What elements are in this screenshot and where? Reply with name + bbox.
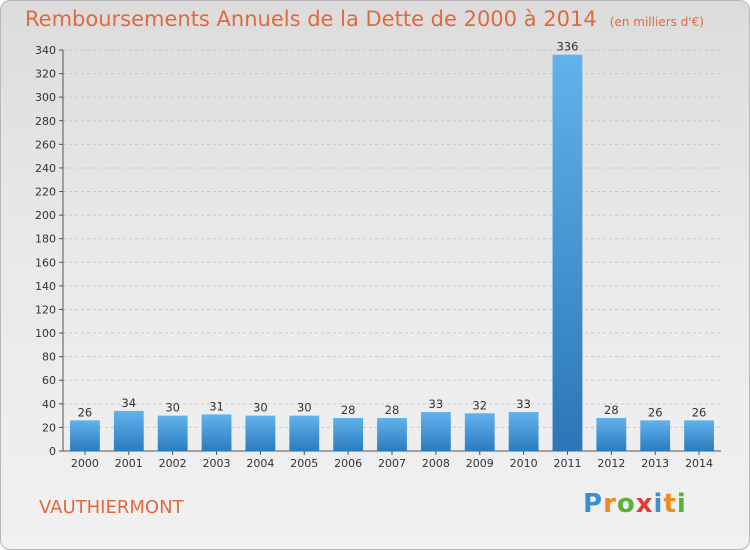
y-tick-label: 100 [35, 327, 56, 340]
y-tick-label: 140 [35, 280, 56, 293]
x-tick-label: 2011 [553, 457, 581, 470]
bar [552, 54, 583, 451]
commune-name: VAUTHIERMONT [39, 497, 184, 518]
x-tick-label: 2009 [466, 457, 494, 470]
bar-value-label: 28 [385, 403, 400, 417]
bar [70, 420, 100, 451]
y-tick-label: 0 [49, 445, 56, 458]
bar [289, 415, 320, 451]
bar-value-label: 30 [165, 401, 180, 415]
y-tick-label: 60 [42, 374, 56, 387]
bar-value-label: 30 [253, 401, 268, 415]
y-tick-label: 160 [35, 256, 56, 269]
bar-value-label: 26 [78, 405, 93, 419]
bar [333, 417, 364, 451]
bar [420, 412, 451, 451]
bar [596, 417, 627, 451]
title-row: Remboursements Annuels de la Dette de 20… [25, 7, 704, 31]
y-tick-label: 320 [35, 68, 56, 81]
brand-letter: P [583, 489, 604, 519]
y-tick-label: 280 [35, 115, 56, 128]
x-tick-label: 2005 [290, 457, 318, 470]
y-tick-label: 120 [35, 303, 56, 316]
y-tick-label: 300 [35, 91, 56, 104]
x-tick-label: 2010 [510, 457, 538, 470]
y-tick-label: 340 [35, 44, 56, 57]
y-tick-label: 240 [35, 162, 56, 175]
x-tick-label: 2008 [422, 457, 450, 470]
chart-title: Remboursements Annuels de la Dette de 20… [25, 7, 597, 31]
brand-letter: i [653, 489, 664, 519]
bar-value-label: 32 [472, 398, 487, 412]
brand-letter: r [603, 489, 617, 519]
bar [464, 413, 495, 451]
y-tick-label: 220 [35, 186, 56, 199]
proxiti-logo: Proxiti [583, 489, 687, 519]
y-tick-label: 260 [35, 138, 56, 151]
x-tick-label: 2003 [203, 457, 231, 470]
bar-value-label: 33 [429, 397, 444, 411]
x-tick-label: 2001 [115, 457, 143, 470]
x-tick-label: 2002 [159, 457, 187, 470]
bar [377, 417, 407, 451]
brand-letter: o [616, 489, 636, 519]
y-tick-label: 200 [35, 209, 56, 222]
bar [640, 420, 671, 451]
brand-letter: i [676, 489, 687, 519]
bar [684, 420, 714, 451]
x-tick-label: 2013 [641, 457, 669, 470]
bar-value-label: 26 [648, 405, 663, 419]
bar [508, 412, 539, 451]
x-tick-label: 2004 [246, 457, 274, 470]
bar [201, 414, 232, 451]
bar-value-label: 31 [209, 399, 224, 413]
brand-letter: x [635, 489, 654, 519]
y-tick-label: 40 [42, 398, 56, 411]
bar [245, 415, 276, 451]
bar-value-label: 34 [121, 396, 136, 410]
bar-value-label: 28 [341, 403, 356, 417]
bar-value-label: 336 [556, 40, 578, 54]
bar-value-label: 33 [516, 397, 531, 411]
y-tick-label: 80 [42, 351, 56, 364]
x-tick-label: 2006 [334, 457, 362, 470]
bar [157, 415, 188, 451]
bar-value-label: 28 [604, 403, 619, 417]
y-tick-label: 180 [35, 233, 56, 246]
brand-letter: t [663, 489, 677, 519]
x-tick-label: 2000 [71, 457, 99, 470]
x-tick-label: 2014 [685, 457, 713, 470]
bar-value-label: 26 [692, 405, 707, 419]
x-tick-label: 2012 [597, 457, 625, 470]
x-tick-label: 2007 [378, 457, 406, 470]
y-tick-label: 20 [42, 421, 56, 434]
bar [113, 410, 144, 451]
chart-subtitle: (en milliers d'€) [609, 15, 704, 29]
bar-value-label: 30 [297, 401, 312, 415]
